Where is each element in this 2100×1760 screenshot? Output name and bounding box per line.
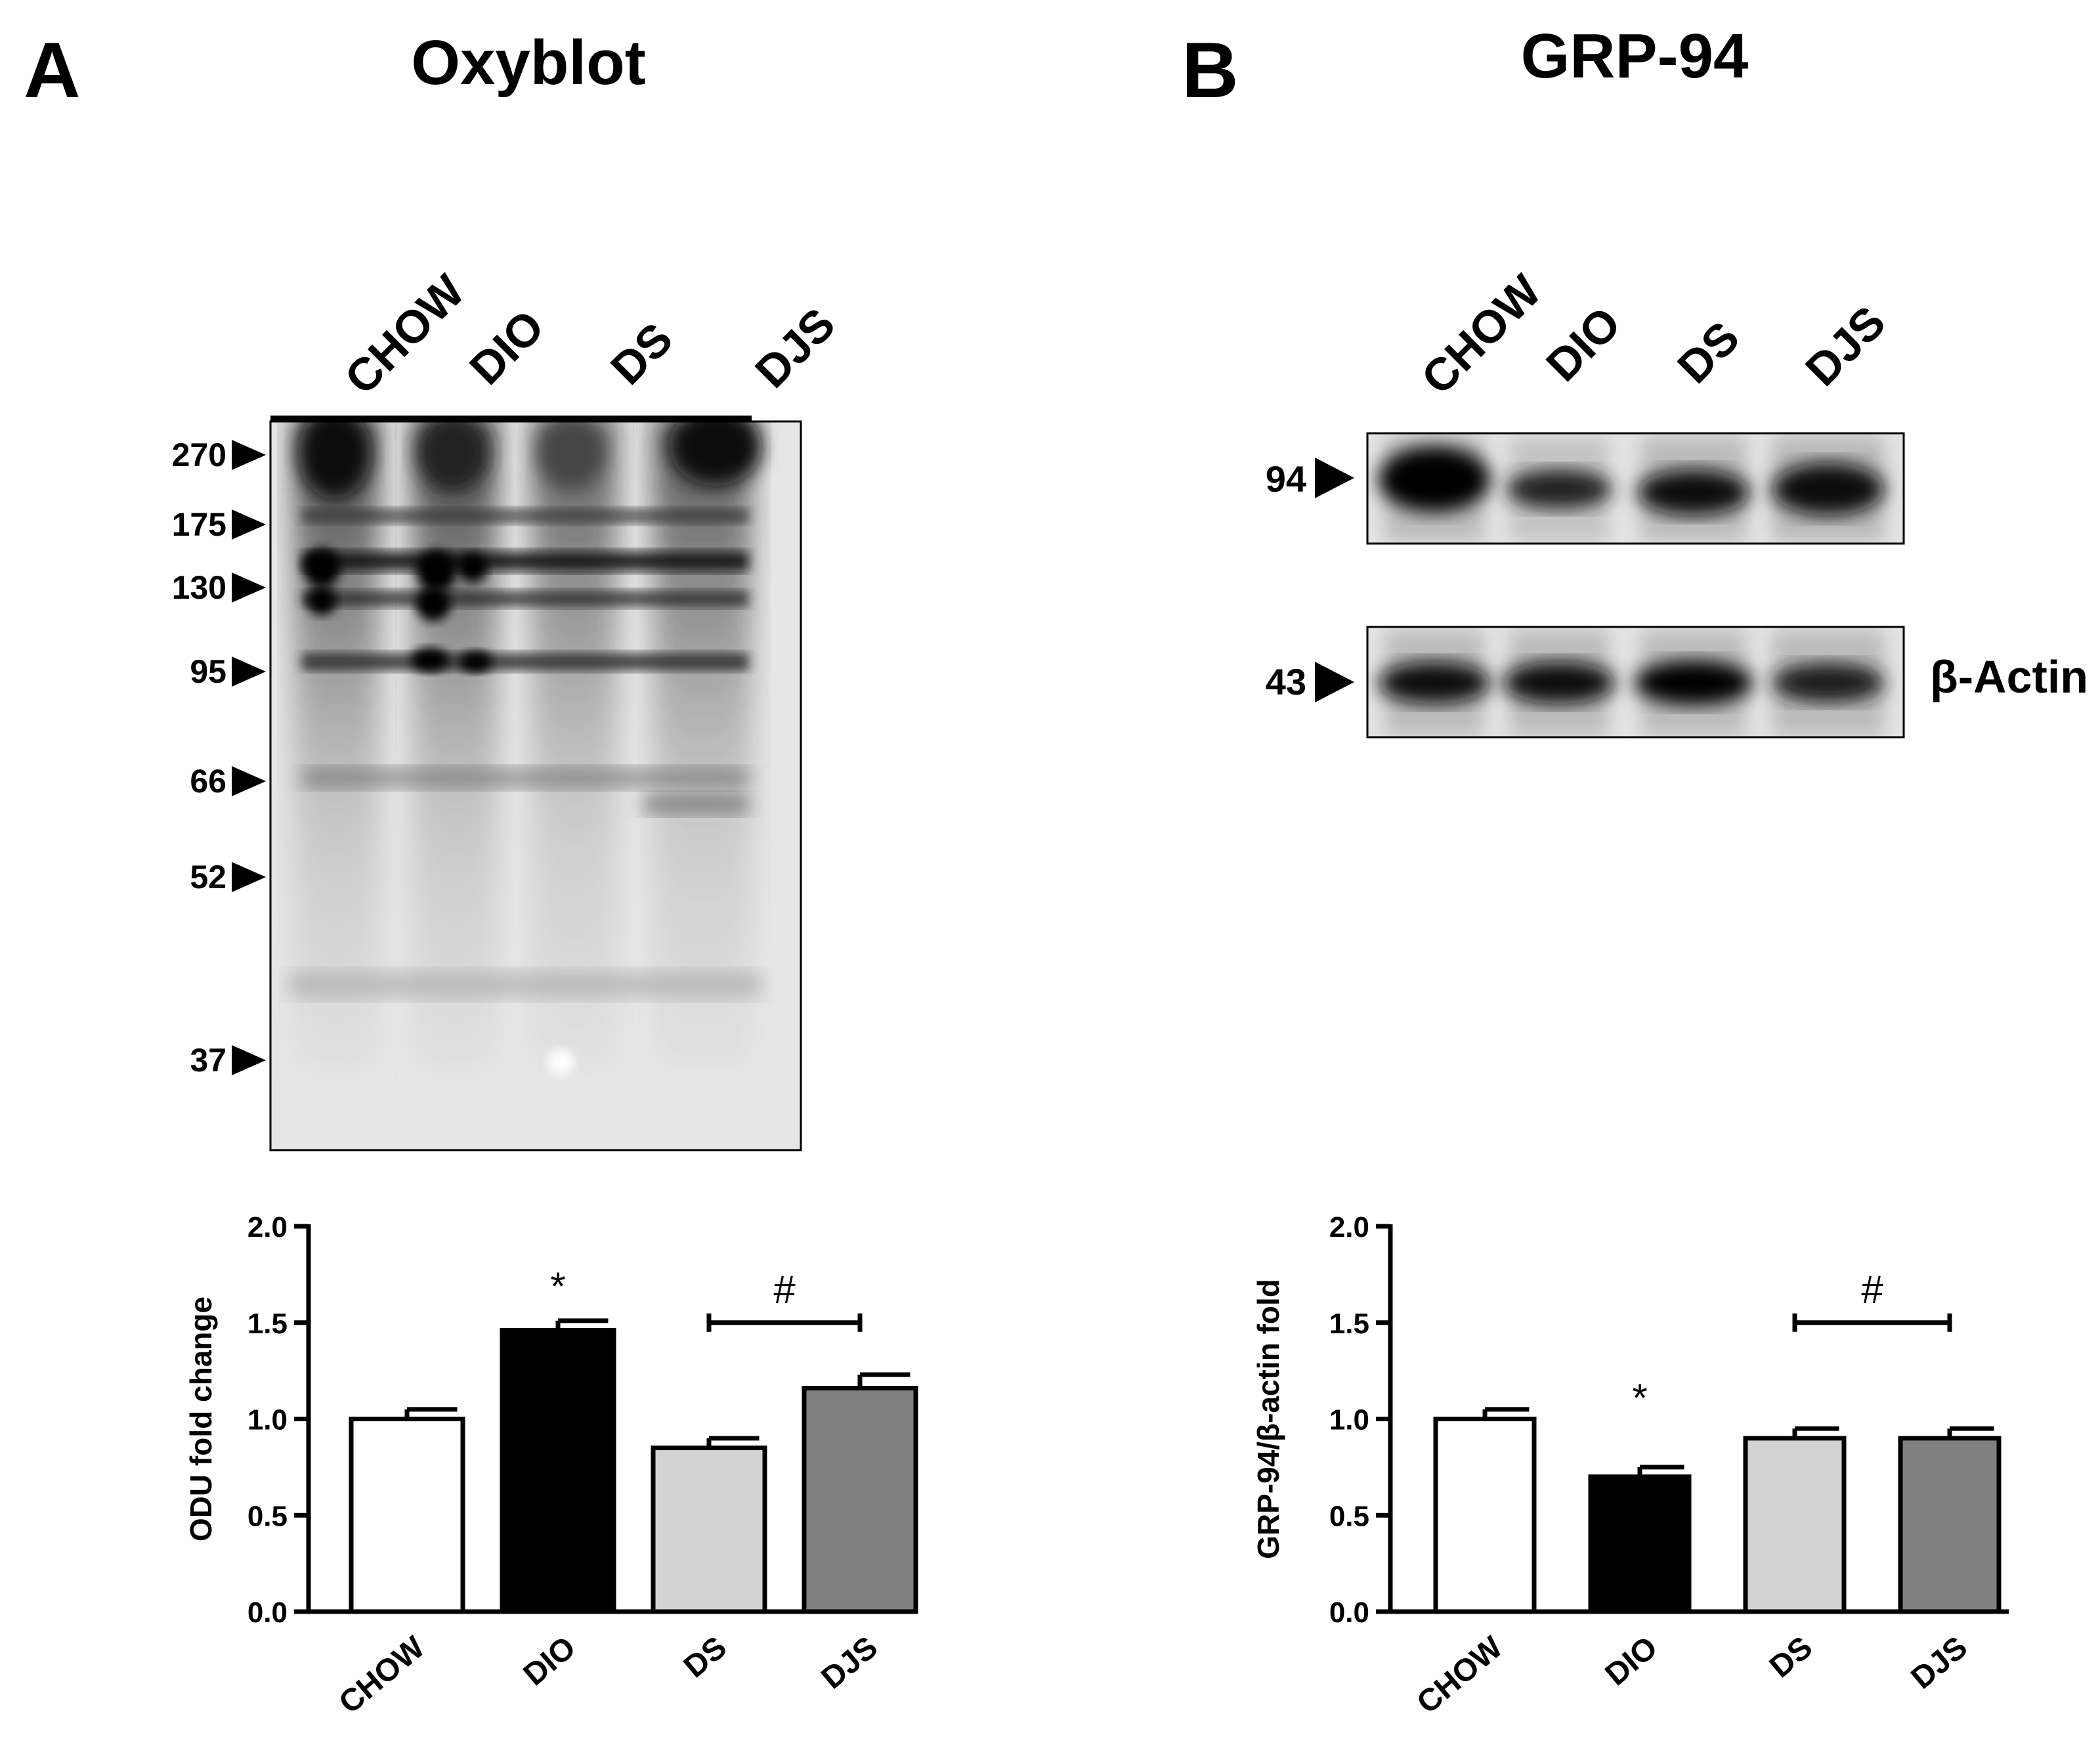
grp94-marker-arrow [1315,458,1354,498]
mw-marker-270: 270 [172,437,226,473]
chart-a-bar-chow [349,1417,465,1614]
chart-a-x-label-djs: DJS [815,1630,884,1696]
chart-b-y-tick-label: 0.0 [1329,1597,1369,1629]
chart-b-grp94-fold: 0.0 0.5 1.0 1.5 2.0 GRP-94/β-actin fold CHOW DI… [1251,1211,2009,1721]
chart-a-x-label-ds: DS [677,1630,733,1685]
chart-a-odu-fold-change: 0.0 0.5 1.0 1.5 2.0 ODU fold change CHOW DIO DS D… [184,1211,918,1721]
panel-a-mw-markers: 270 175 130 95 66 52 37 [172,437,266,1079]
mw-arrow-66 [232,766,266,796]
chart-b-bar-chow [1433,1417,1537,1614]
mw-arrow-130 [232,572,266,603]
chart-b-bar-dio [1588,1474,1692,1614]
mw-arrow-95 [232,656,266,687]
chart-a-y-tick-label: 0.5 [247,1500,288,1532]
chart-a-y-tick-label: 1.0 [247,1404,288,1436]
blot-a-lane-label-djs: DJS [745,298,844,397]
blot-b-lane-label-djs: DJS [1795,296,1895,395]
chart-a-y-tick-label: 0.0 [247,1597,288,1629]
panel-a-title: Oxyblot [411,28,645,98]
blot-b-lane-label-ds: DS [1667,312,1749,393]
panel-a-letter: A [24,26,81,114]
chart-a-bar-dio [500,1327,616,1614]
chart-a-y-tick-label: 2.0 [247,1211,288,1243]
chart-a-bar-ds [651,1446,767,1614]
actin-label: β-Actin [1930,651,2088,702]
mw-marker-130: 130 [172,569,226,606]
chart-b-x-label-chow: CHOW [1411,1629,1510,1721]
chart-b-bar-ds [1743,1436,1847,1614]
panel-b: B GRP-94 CHOW DIO DS DJS 94 [1182,21,2088,1721]
panel-b-lane-labels: CHOW DIO DS DJS [1411,265,1895,404]
grp94-marker-label: 94 [1266,458,1306,500]
mw-arrow-175 [232,509,266,540]
mw-marker-66: 66 [190,763,226,800]
chart-b-y-tick-label: 2.0 [1329,1211,1369,1243]
blot-b-lane-label-dio: DIO [1536,297,1630,391]
chart-b-y-tick-label: 1.5 [1329,1308,1369,1340]
mw-marker-37: 37 [190,1042,226,1079]
blot-a-lane-label-dio: DIO [460,300,553,394]
chart-a-x-label-dio: DIO [517,1630,582,1692]
panel-b-title: GRP-94 [1521,21,1749,91]
mw-arrow-37 [232,1045,266,1075]
chart-a-significance-hash: # [773,1268,796,1312]
grp94-blot-image [1366,432,1905,545]
chart-b-significance-hash: # [1861,1268,1883,1312]
chart-b-x-label-ds: DS [1763,1630,1819,1685]
actin-marker-label: 43 [1266,661,1306,702]
chart-a-bar-djs [802,1386,918,1614]
mw-arrow-52 [232,862,266,892]
chart-b-x-label-dio: DIO [1599,1630,1664,1692]
panel-b-letter: B [1182,26,1239,114]
actin-marker-arrow [1315,662,1354,702]
mw-arrow-270 [232,440,266,470]
chart-a-y-axis-title: ODU fold change [184,1297,218,1541]
mw-marker-175: 175 [172,506,226,543]
blot-b-lane-label-chow: CHOW [1411,265,1551,404]
blot-a-lane-label-chow: CHOW [335,265,474,404]
actin-blot-image [1366,626,1905,739]
chart-b-y-tick-label: 1.0 [1329,1404,1369,1436]
chart-b-x-label-djs: DJS [1904,1630,1974,1696]
oxyblot-image [269,416,802,1151]
panel-a-lane-labels: CHOW DIO DS DJS [335,265,844,404]
chart-b-y-axis-title: GRP-94/β-actin fold [1251,1279,1285,1559]
chart-a-y-tick-label: 1.5 [247,1308,288,1340]
chart-a-significance-star: * [550,1264,565,1308]
blot-a-lane-label-ds: DS [601,313,682,395]
chart-a-x-label-chow: CHOW [333,1629,432,1721]
mw-marker-52: 52 [190,859,226,895]
panel-a: A Oxyblot CHOW DIO DS DJS [24,26,918,1721]
chart-b-significance-star: * [1632,1376,1647,1420]
mw-marker-95: 95 [190,653,226,690]
chart-b-y-tick-label: 0.5 [1329,1500,1369,1532]
chart-b-bar-djs [1898,1436,2002,1614]
